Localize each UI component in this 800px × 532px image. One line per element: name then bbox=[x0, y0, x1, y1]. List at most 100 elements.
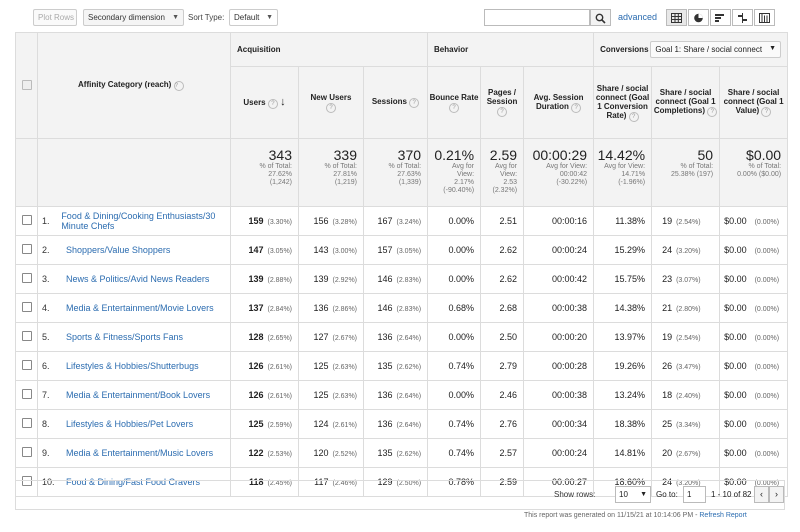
row-checkbox[interactable] bbox=[21, 447, 32, 457]
dimension-link[interactable]: Media & Entertainment/Book Lovers bbox=[66, 390, 211, 400]
secondary-dimension-label: Secondary dimension bbox=[88, 13, 165, 22]
conv-rate-header[interactable]: Share / social connect (Goal 1 Conversio… bbox=[593, 66, 653, 139]
help-icon[interactable]: ? bbox=[409, 98, 420, 108]
advanced-filter-link[interactable]: advanced bbox=[618, 12, 658, 22]
dimension-link[interactable]: Shoppers/Value Shoppers bbox=[66, 245, 171, 255]
dimension-link[interactable]: Lifestyles & Hobbies/Pet Lovers bbox=[66, 419, 194, 429]
dimension-link[interactable]: Sports & Fitness/Sports Fans bbox=[66, 332, 184, 342]
sort-type-dropdown[interactable]: Default ▼ bbox=[229, 9, 278, 26]
dimension-link[interactable]: Food & Dining/Fast Food Cravers bbox=[66, 477, 201, 487]
goto-input[interactable]: 1 bbox=[683, 486, 706, 503]
total-note: (-30.22%) bbox=[556, 179, 588, 186]
avg-duration-cell: 00:00:20 bbox=[523, 322, 595, 352]
row-checkbox[interactable] bbox=[21, 273, 32, 283]
dimension-link[interactable]: News & Politics/Avid News Readers bbox=[66, 274, 210, 284]
row-checkbox[interactable] bbox=[21, 244, 32, 254]
help-icon[interactable]: ? bbox=[761, 107, 772, 117]
next-page-button[interactable]: › bbox=[769, 486, 784, 503]
value-value: $0.00 bbox=[724, 303, 747, 313]
completions-percent: (3.07%) bbox=[676, 277, 701, 284]
total-note: 2.17% bbox=[454, 179, 475, 186]
new-users-cell: 127 (2.67%) bbox=[298, 322, 364, 352]
help-icon[interactable]: ? bbox=[267, 99, 278, 109]
table-row: 8. Lifestyles & Hobbies/Pet Lovers 125 (2.… bbox=[15, 409, 789, 439]
value-percent: (0.00%) bbox=[754, 422, 780, 429]
row-checkbox-cell bbox=[15, 322, 38, 352]
performance-view-button[interactable] bbox=[710, 9, 731, 26]
dimension-link[interactable]: Food & Dining/Cooking Enthusiasts/30 Min… bbox=[61, 211, 216, 231]
sessions-percent: (3.24%) bbox=[396, 219, 422, 226]
pie-view-button[interactable] bbox=[688, 9, 709, 26]
bar-chart-icon bbox=[715, 14, 724, 22]
row-index: 3. bbox=[42, 274, 50, 284]
show-rows-select[interactable]: 10 ▼ bbox=[615, 486, 651, 503]
row-checkbox[interactable] bbox=[21, 302, 32, 312]
bounce-rate-header[interactable]: Bounce Rate ? bbox=[427, 66, 482, 139]
help-icon[interactable]: ? bbox=[449, 102, 460, 113]
row-checkbox-cell bbox=[15, 467, 38, 497]
show-rows-label: Show rows: bbox=[554, 490, 596, 499]
help-icon[interactable]: ? bbox=[628, 111, 639, 122]
pages-session-header[interactable]: Pages / Session? bbox=[480, 66, 525, 139]
row-checkbox[interactable] bbox=[21, 331, 32, 341]
goal-select-dropdown[interactable]: Goal 1: Share / social connect ▼ bbox=[650, 41, 782, 58]
row-checkbox[interactable] bbox=[21, 215, 32, 225]
new-users-percent: (3.00%) bbox=[332, 248, 357, 255]
chevron-down-icon: ▼ bbox=[769, 45, 777, 52]
refresh-report-link[interactable]: Refresh Report bbox=[699, 512, 747, 519]
new-users-header[interactable]: New Users? bbox=[298, 66, 364, 139]
row-index: 5. bbox=[42, 332, 50, 342]
comparison-view-button[interactable] bbox=[732, 9, 753, 26]
sessions-value: 136 bbox=[377, 332, 393, 342]
help-icon[interactable]: ? bbox=[497, 107, 508, 117]
dimension-link[interactable]: Media & Entertainment/Music Lovers bbox=[66, 448, 214, 458]
table-row: 5. Sports & Fitness/Sports Fans 128 (2.65%… bbox=[15, 322, 789, 352]
sessions-cell: 157 (3.05%) bbox=[362, 235, 429, 265]
value-cell: $0.00 (0.00%) bbox=[719, 380, 789, 410]
value-header[interactable]: Share / social connect (Goal 1 Value) ? bbox=[719, 66, 789, 139]
completions-cell: 24 (3.20%) bbox=[651, 235, 721, 265]
new-users-value: 125 bbox=[313, 390, 329, 400]
help-icon[interactable]: ? bbox=[707, 107, 718, 117]
row-checkbox[interactable] bbox=[21, 360, 32, 370]
value-value: $0.00 bbox=[724, 274, 747, 284]
select-all-checkbox[interactable] bbox=[21, 79, 32, 90]
users-cell: 159 (3.30%) bbox=[230, 206, 299, 236]
row-checkbox[interactable] bbox=[21, 476, 32, 486]
users-percent: (2.84%) bbox=[267, 306, 292, 313]
row-checkbox[interactable] bbox=[21, 389, 32, 399]
plot-rows-button[interactable]: Plot Rows bbox=[33, 9, 77, 26]
help-icon[interactable]: ? bbox=[173, 81, 184, 91]
dimension-link[interactable]: Media & Entertainment/Movie Lovers bbox=[66, 303, 214, 313]
bounce-rate-cell: 0.00% bbox=[427, 264, 482, 294]
new-users-percent: (3.28%) bbox=[332, 219, 357, 226]
dimension-link[interactable]: Lifestyles & Hobbies/Shutterbugs bbox=[66, 361, 199, 371]
total-note: Avg for bbox=[451, 163, 475, 170]
dimension-header[interactable]: Affinity Category (reach) ? bbox=[37, 32, 231, 139]
sessions-percent: (2.83%) bbox=[396, 306, 422, 313]
completions-cell: 25 (3.34%) bbox=[651, 409, 721, 439]
conv-rate-total-value: 14.42% bbox=[597, 147, 646, 163]
new-users-value: 120 bbox=[313, 448, 329, 458]
completions-total: 50% of Total: 25.38% (197) bbox=[651, 138, 721, 207]
table-view-button[interactable] bbox=[666, 9, 687, 26]
value-total: $0.00% of Total: 0.00% ($0.00) bbox=[719, 138, 789, 207]
search-input[interactable] bbox=[484, 9, 590, 26]
completions-percent: (2.54%) bbox=[676, 219, 701, 226]
secondary-dimension-dropdown[interactable]: Secondary dimension ▼ bbox=[83, 9, 184, 26]
value-percent: (0.00%) bbox=[754, 277, 780, 284]
pivot-view-button[interactable] bbox=[754, 9, 775, 26]
row-checkbox[interactable] bbox=[21, 418, 32, 428]
completions-header[interactable]: Share / social connect (Goal 1 Completio… bbox=[651, 66, 721, 139]
search-button[interactable] bbox=[590, 9, 611, 26]
avg-duration-header[interactable]: Avg. Session Duration ? bbox=[523, 66, 595, 139]
avg-duration-cell: 00:00:16 bbox=[523, 206, 595, 236]
help-icon[interactable]: ? bbox=[326, 102, 336, 113]
sessions-header[interactable]: Sessions ? bbox=[362, 66, 429, 139]
sessions-cell: 136 (2.64%) bbox=[362, 380, 429, 410]
users-header[interactable]: Users ? ↓ bbox=[230, 66, 299, 139]
previous-page-button[interactable]: ‹ bbox=[754, 486, 769, 503]
help-icon[interactable]: ? bbox=[571, 102, 582, 113]
new-users-total-value: 339 bbox=[333, 147, 357, 163]
value-percent: (0.00%) bbox=[754, 306, 780, 313]
